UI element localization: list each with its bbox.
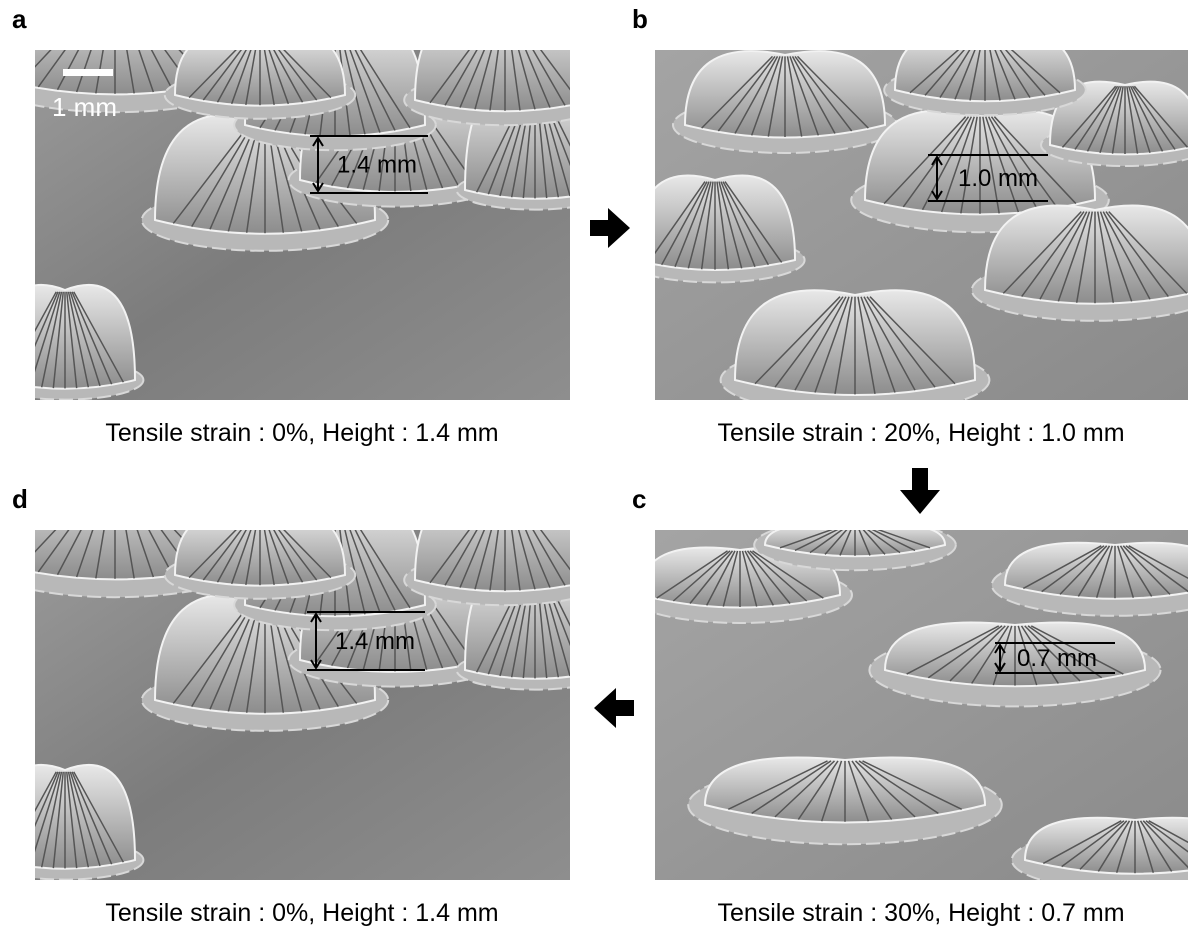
arrow-left bbox=[594, 688, 634, 728]
arrow-down bbox=[900, 468, 940, 514]
dome bbox=[992, 543, 1188, 616]
dome bbox=[688, 757, 1002, 844]
dome bbox=[721, 290, 990, 413]
panel-label: a bbox=[12, 4, 27, 34]
dome bbox=[754, 520, 956, 570]
dome bbox=[673, 51, 897, 153]
caption: Tensile strain : 0%, Height : 1.4 mm bbox=[105, 899, 498, 927]
dome bbox=[884, 32, 1086, 115]
caption: Tensile strain : 20%, Height : 1.0 mm bbox=[717, 419, 1124, 447]
panel: d 1.4 mm Tensile strain : 0%, Height : 1.4… bbox=[0, 475, 613, 927]
measurement: 0.7 mm bbox=[1017, 645, 1097, 672]
dome bbox=[404, 490, 606, 605]
measurement: 1.4 mm bbox=[337, 152, 417, 179]
dome bbox=[165, 32, 355, 119]
measurement: 1.0 mm bbox=[958, 165, 1038, 192]
panel: c 0.7 mm Tensile strain : 30%, Height : 0.… bbox=[628, 484, 1188, 927]
panel: b 1.0 mm Tensile strain : 20%, Height : 1.… bbox=[625, 4, 1188, 447]
sem-image bbox=[628, 520, 1188, 891]
dome bbox=[165, 512, 355, 599]
panel-label: d bbox=[12, 484, 28, 514]
caption: Tensile strain : 0%, Height : 1.4 mm bbox=[105, 419, 498, 447]
dome bbox=[625, 176, 804, 283]
measurement: 1.4 mm bbox=[335, 628, 415, 655]
figure: a 1.4 mm 1 mm Tensile strain : 0%, Height :… bbox=[0, 0, 1188, 929]
arrow-right bbox=[590, 208, 630, 248]
scale-bar bbox=[63, 69, 113, 76]
dome-shell bbox=[1025, 818, 1188, 874]
scale-label: 1 mm bbox=[52, 92, 117, 122]
dome bbox=[869, 622, 1160, 706]
sem-image bbox=[625, 32, 1188, 414]
sem-image bbox=[0, 0, 613, 400]
sem-image bbox=[0, 475, 613, 880]
panel: a 1.4 mm 1 mm Tensile strain : 0%, Height :… bbox=[0, 0, 613, 447]
dome bbox=[404, 10, 606, 125]
panel-label: c bbox=[632, 484, 646, 514]
caption: Tensile strain : 30%, Height : 0.7 mm bbox=[717, 899, 1124, 927]
panel-label: b bbox=[632, 4, 648, 34]
